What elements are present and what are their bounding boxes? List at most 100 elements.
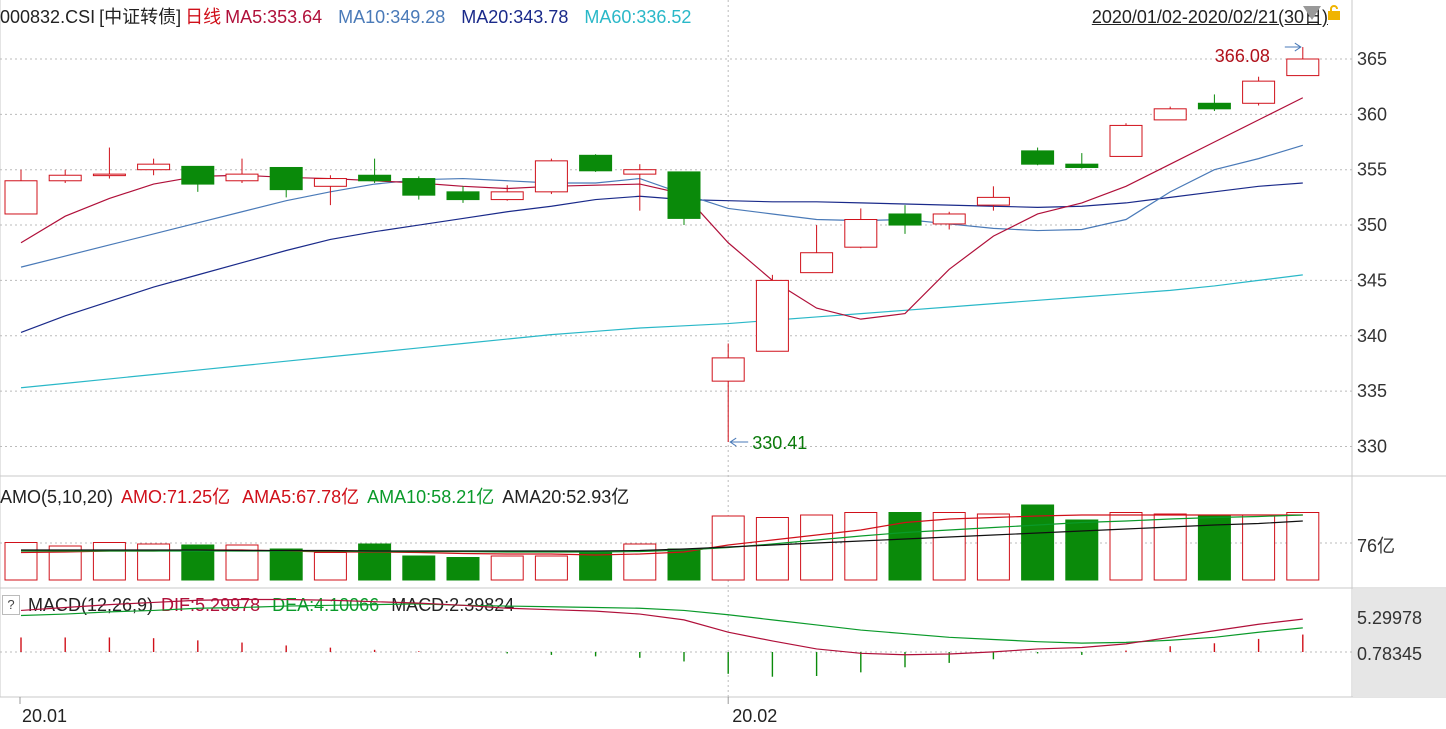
candle-body bbox=[579, 154, 613, 172]
main-chart-header: 000832.CSI [中证转债] 日线 MA5:353.64 MA10:349.28 M… bbox=[0, 3, 703, 29]
candle bbox=[1197, 94, 1231, 112]
candle bbox=[1109, 123, 1143, 157]
x-axis-label: 20.02 bbox=[732, 706, 777, 726]
candle bbox=[358, 158, 392, 183]
index-name: [中证转债] bbox=[99, 7, 182, 27]
candle bbox=[800, 225, 834, 274]
y-tick-label: 355 bbox=[1357, 160, 1387, 180]
candle bbox=[623, 164, 657, 211]
volume-bar bbox=[1109, 512, 1143, 581]
volume-bar bbox=[1197, 515, 1231, 581]
candle-body bbox=[1021, 150, 1055, 165]
ma5-value: MA5:353.64 bbox=[225, 7, 323, 27]
chevron-down-icon[interactable] bbox=[1303, 6, 1321, 20]
candle bbox=[225, 158, 259, 183]
candle bbox=[92, 147, 126, 179]
lock-icon[interactable] bbox=[1327, 5, 1341, 21]
ma10-value: MA10:349.28 bbox=[338, 7, 446, 27]
candle bbox=[269, 166, 303, 198]
y-tick-label: 335 bbox=[1357, 381, 1387, 401]
candle bbox=[579, 154, 613, 172]
volume-bar bbox=[446, 557, 480, 581]
volume-bar bbox=[755, 517, 789, 581]
candle-body bbox=[402, 178, 436, 196]
candle bbox=[534, 158, 568, 195]
candle bbox=[1153, 106, 1187, 121]
candle-body bbox=[534, 160, 568, 193]
ma10-line bbox=[20, 144, 1303, 268]
candle-body bbox=[446, 191, 480, 201]
amo-y-tick-label: 76亿 bbox=[1357, 536, 1395, 556]
candle bbox=[4, 169, 38, 215]
y-tick-label: 330 bbox=[1357, 436, 1387, 456]
candle bbox=[1065, 153, 1099, 169]
candle bbox=[313, 175, 347, 206]
ama20-value: AMA20:52.93亿 bbox=[502, 487, 630, 507]
volume-bar bbox=[4, 542, 38, 581]
candle bbox=[711, 343, 745, 443]
volume-bar bbox=[932, 512, 966, 581]
y-tick-label: 340 bbox=[1357, 326, 1387, 346]
y-tick-label: 360 bbox=[1357, 104, 1387, 124]
candle-body bbox=[623, 169, 657, 175]
date-range[interactable]: 2020/01/02-2020/02/21(30日) bbox=[1091, 7, 1328, 27]
candle-body bbox=[269, 166, 303, 191]
volume-bar bbox=[1021, 504, 1055, 581]
volume-bar bbox=[269, 548, 303, 581]
candle-body bbox=[1242, 80, 1276, 104]
candle-body bbox=[313, 178, 347, 187]
max-arrow bbox=[1294, 42, 1302, 52]
volume-bar bbox=[1153, 513, 1187, 581]
ma20-value: MA20:343.78 bbox=[461, 7, 569, 27]
macd-axis-background bbox=[1353, 589, 1446, 697]
period-label[interactable]: 日线 bbox=[185, 7, 222, 27]
index-code: 000832.CSI bbox=[0, 7, 96, 27]
volume-bar bbox=[1286, 512, 1320, 581]
candle bbox=[137, 158, 171, 176]
candle-body bbox=[225, 173, 259, 182]
amo-value: AMO:71.25亿 bbox=[121, 487, 231, 507]
candle-body bbox=[1065, 163, 1099, 168]
candle-body bbox=[490, 191, 524, 201]
candle bbox=[1286, 47, 1320, 77]
min-arrow bbox=[729, 437, 737, 447]
candle-body bbox=[932, 213, 966, 225]
y-tick-label: 345 bbox=[1357, 270, 1387, 290]
candle bbox=[1242, 76, 1276, 106]
candle bbox=[490, 185, 524, 201]
candle bbox=[976, 186, 1010, 211]
ama10-value: AMA10:58.21亿 bbox=[367, 487, 495, 507]
volume-bar bbox=[1065, 519, 1099, 581]
volume-bar bbox=[313, 552, 347, 581]
candle-body bbox=[888, 213, 922, 226]
candle-body bbox=[4, 180, 38, 215]
y-tick-label: 350 bbox=[1357, 215, 1387, 235]
candle-body bbox=[711, 357, 745, 382]
candle-body bbox=[48, 174, 82, 182]
dif-line bbox=[20, 598, 1303, 656]
candle bbox=[755, 274, 789, 352]
amo-header: AMO(5,10,20) AMO:71.25亿 AMA5:67.78亿 AMA10:5… bbox=[0, 483, 641, 509]
candle bbox=[181, 165, 215, 192]
macd-y-tick-label: 0.78345 bbox=[1357, 644, 1422, 664]
ma60-line bbox=[20, 274, 1303, 389]
candle bbox=[446, 186, 480, 203]
dea-line bbox=[20, 603, 1303, 644]
help-icon[interactable]: ? bbox=[2, 595, 20, 615]
candle-body bbox=[137, 163, 171, 171]
volume-bar bbox=[534, 555, 568, 581]
candle-body bbox=[1109, 124, 1143, 157]
amo-title: AMO(5,10,20) bbox=[0, 487, 114, 507]
candle bbox=[667, 171, 701, 226]
candle-body bbox=[92, 173, 126, 177]
candle-body bbox=[844, 219, 878, 248]
volume-bar bbox=[844, 512, 878, 581]
candle bbox=[1021, 147, 1055, 166]
volume-bar bbox=[92, 542, 126, 581]
candle bbox=[48, 169, 82, 183]
volume-bar bbox=[976, 513, 1010, 581]
ma20-line bbox=[20, 182, 1303, 333]
volume-bar bbox=[623, 543, 657, 581]
max-price-label: 366.08 bbox=[1215, 46, 1270, 66]
